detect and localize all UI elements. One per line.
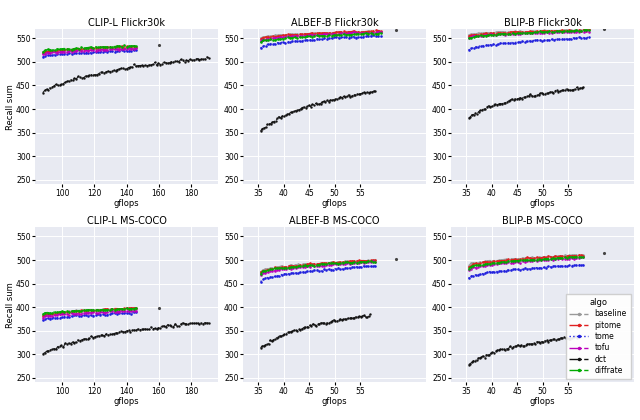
Legend: baseline, pitome, tome, tofu, dct, diffrate: baseline, pitome, tome, tofu, dct, diffr… (566, 294, 630, 379)
X-axis label: gflops: gflops (114, 397, 140, 406)
X-axis label: gflops: gflops (530, 397, 556, 406)
Title: CLIP-L MS-COCO: CLIP-L MS-COCO (86, 216, 166, 226)
X-axis label: gflops: gflops (114, 199, 140, 208)
X-axis label: gflops: gflops (322, 199, 348, 208)
X-axis label: gflops: gflops (322, 397, 348, 406)
Y-axis label: Recall sum: Recall sum (6, 282, 15, 328)
Title: BLIP-B MS-COCO: BLIP-B MS-COCO (502, 216, 583, 226)
Title: ALBEF-B MS-COCO: ALBEF-B MS-COCO (289, 216, 380, 226)
Title: ALBEF-B Flickr30k: ALBEF-B Flickr30k (291, 18, 378, 28)
Y-axis label: Recall sum: Recall sum (6, 84, 15, 129)
X-axis label: gflops: gflops (530, 199, 556, 208)
Title: CLIP-L Flickr30k: CLIP-L Flickr30k (88, 18, 165, 28)
Title: BLIP-B Flickr30k: BLIP-B Flickr30k (504, 18, 582, 28)
